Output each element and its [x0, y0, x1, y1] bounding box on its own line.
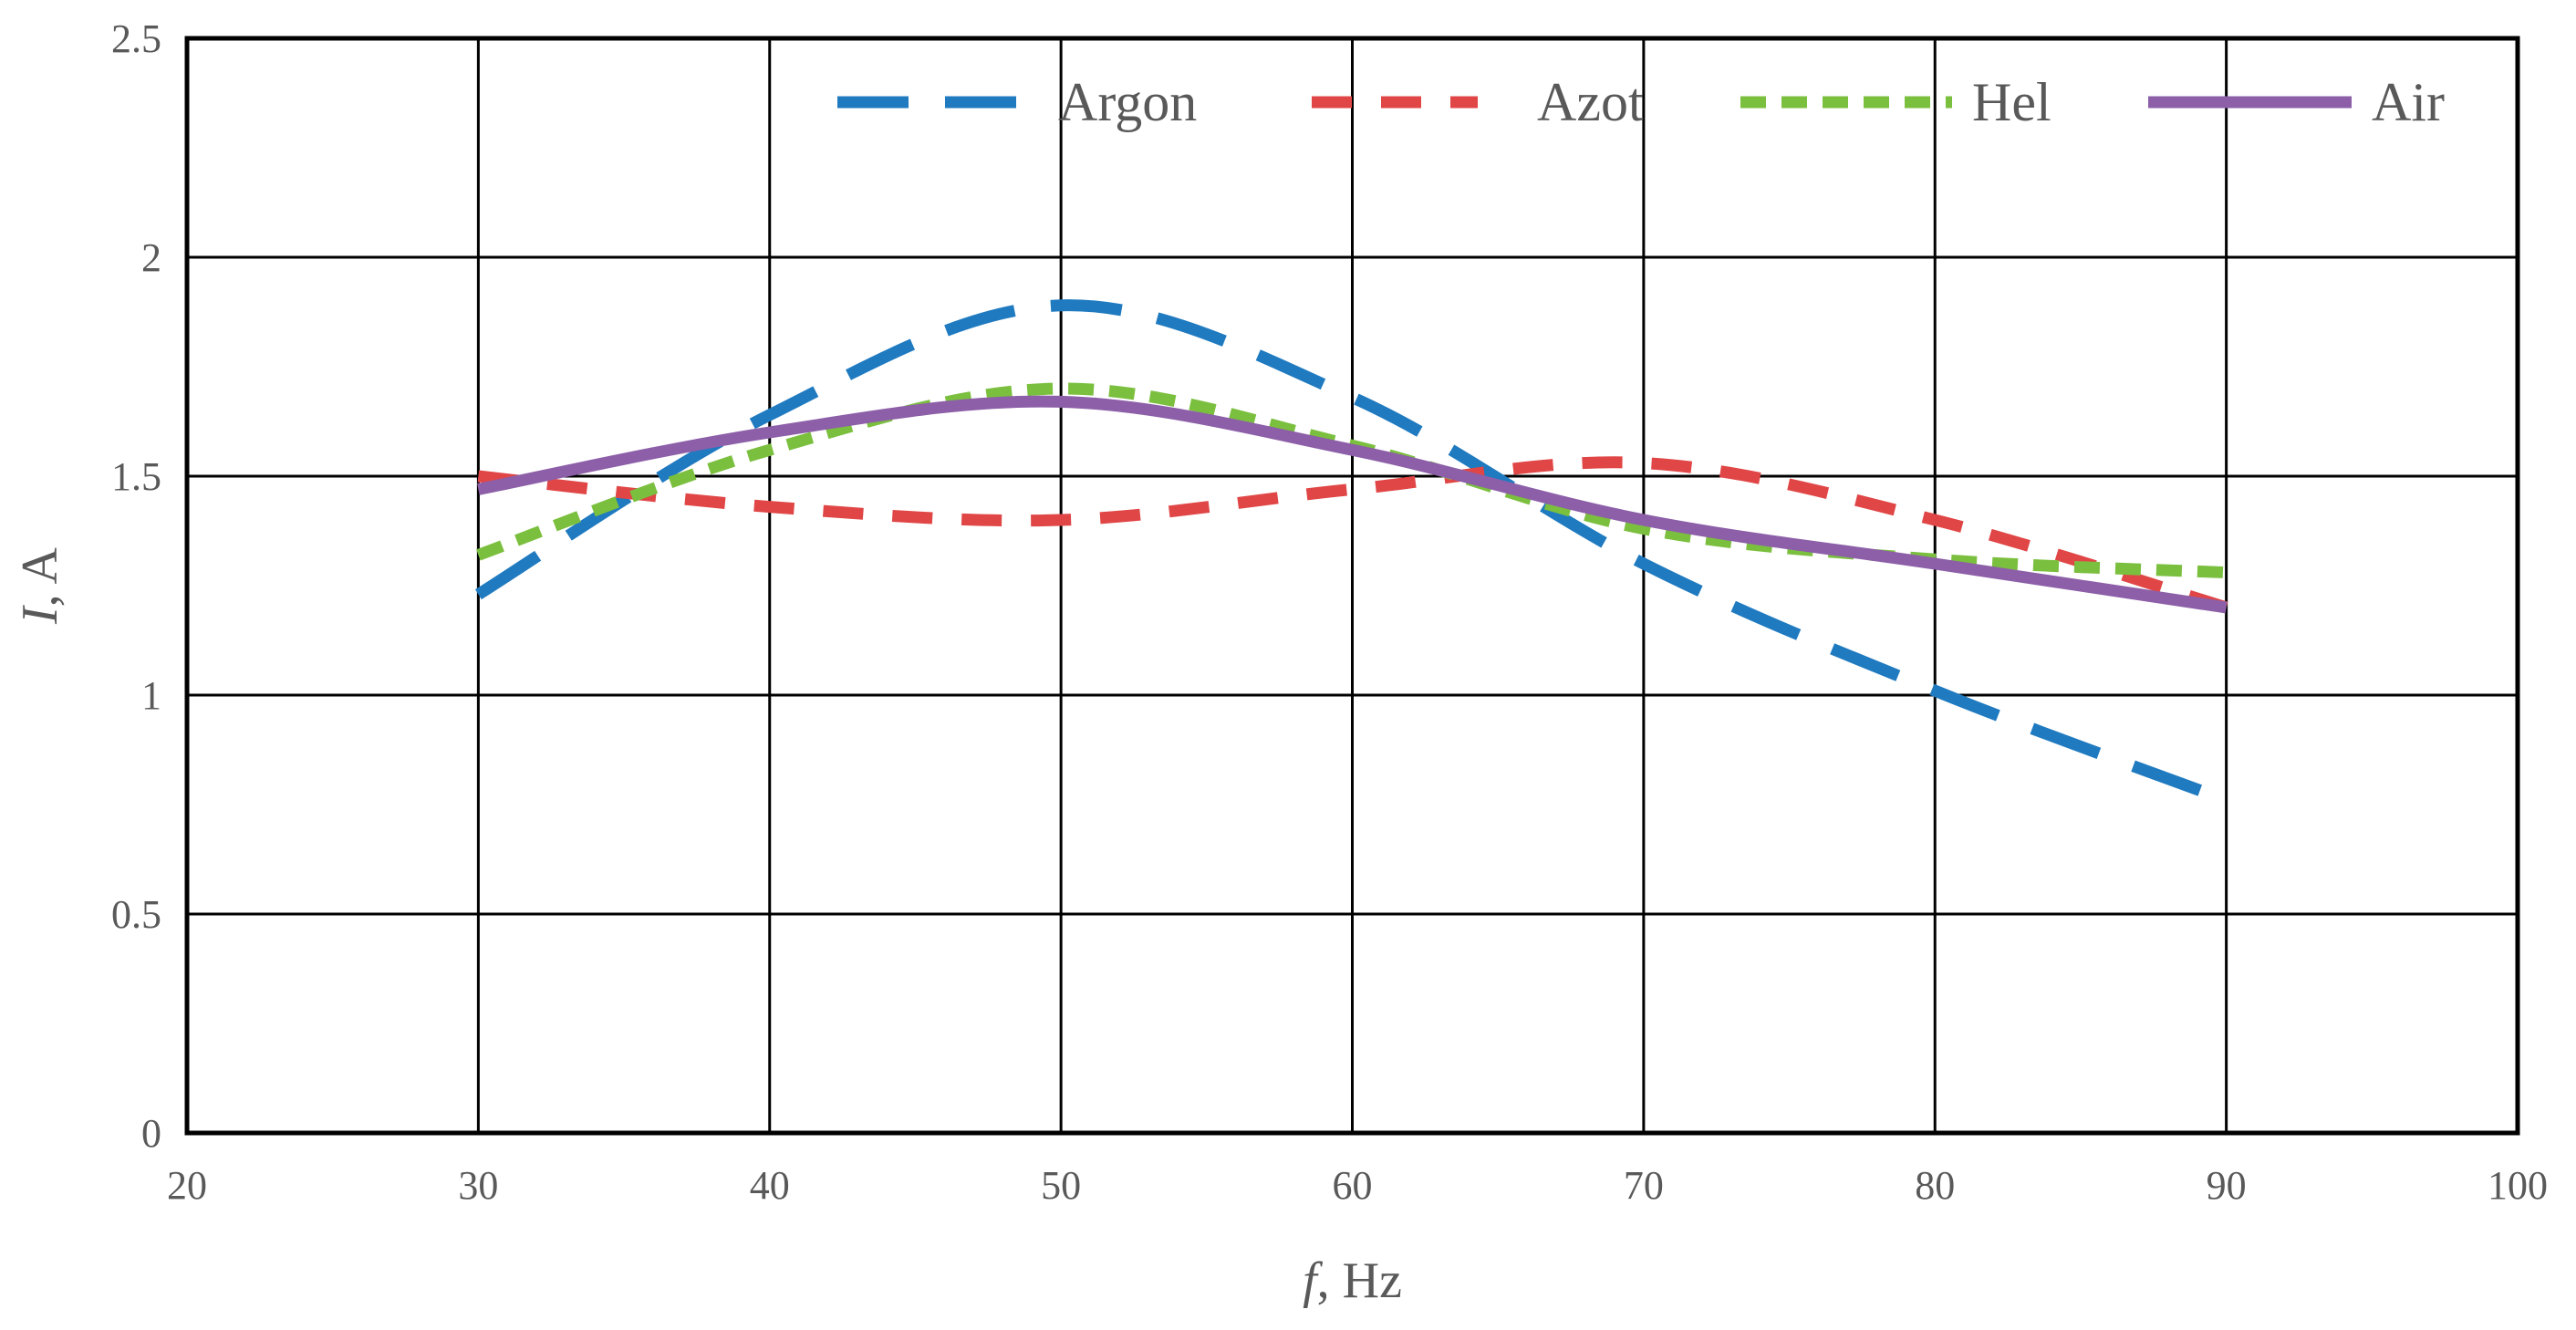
legend-label-azot: Azot [1537, 72, 1644, 132]
y-tick-label: 0.5 [111, 892, 161, 937]
y-axis-title: I, A [12, 546, 68, 625]
x-tick-label: 40 [750, 1163, 790, 1208]
series-line-air [477, 395, 2228, 614]
x-axis-title: f, Hz [1303, 1252, 1402, 1309]
y-axis-unit: , A [12, 546, 68, 607]
y-tick-label: 1.5 [111, 454, 161, 499]
legend-label-argon: Argon [1058, 72, 1197, 132]
series-layer [474, 299, 2228, 806]
x-tick-label: 80 [1915, 1163, 1955, 1208]
series-line-argon [474, 299, 2228, 806]
grid-layer [185, 36, 2519, 1135]
x-tick-label: 50 [1041, 1163, 1081, 1208]
x-tick-label: 30 [458, 1163, 498, 1208]
legend: Argon Azot Hel Air [837, 72, 2445, 132]
y-tick-label: 0 [141, 1111, 161, 1156]
x-axis-unit: , Hz [1317, 1252, 1402, 1309]
legend-label-air: Air [2372, 72, 2445, 132]
x-tick-label: 70 [1624, 1163, 1664, 1208]
x-tick-label: 100 [2488, 1163, 2548, 1208]
y-tick-label: 1 [141, 673, 161, 718]
x-tick-label: 60 [1333, 1163, 1373, 1208]
x-tick-label: 20 [167, 1163, 207, 1208]
plot-frame [184, 36, 2520, 1136]
series-line-azot [477, 456, 2228, 614]
x-tick-label: 90 [2207, 1163, 2247, 1208]
y-tick-label: 2.5 [111, 16, 161, 61]
legend-label-hel: Hel [1972, 72, 2051, 132]
tick-layer: 20 30 40 50 60 70 80 90 100 0 0.5 1 1.5 2 2.5 [111, 16, 2548, 1208]
y-tick-label: 2 [141, 235, 161, 280]
y-axis-variable: I [12, 605, 68, 625]
